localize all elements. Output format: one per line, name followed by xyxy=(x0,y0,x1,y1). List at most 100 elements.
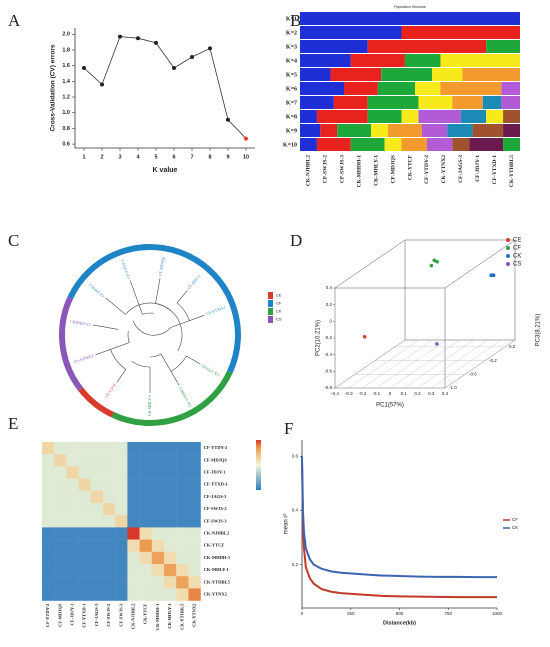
heat-cell xyxy=(139,478,152,491)
x-tick-label: 5 xyxy=(154,154,157,160)
tree-branch xyxy=(186,355,201,365)
structure-segment xyxy=(486,110,504,123)
heat-cell xyxy=(164,478,177,491)
heat-cell xyxy=(151,576,165,589)
floor-grid xyxy=(348,339,419,389)
structure-segment xyxy=(300,26,402,39)
sample-label: CF-MDJQS xyxy=(390,155,396,183)
tree-branch xyxy=(155,303,171,311)
heat-cell xyxy=(115,478,128,491)
sample-label: CK-NJHBL2 xyxy=(306,155,312,186)
structure-segment xyxy=(501,96,520,109)
structure-segment xyxy=(418,110,461,123)
panel-letter: A xyxy=(8,11,21,30)
heat-cell xyxy=(66,490,79,504)
heat-cell xyxy=(115,564,128,577)
heat-cell xyxy=(176,442,189,455)
heat-cell xyxy=(127,478,140,491)
heat-cell xyxy=(176,576,189,589)
colorbar xyxy=(256,440,261,490)
tree-branch xyxy=(176,302,190,321)
tree-branch xyxy=(125,302,183,352)
heat-cell xyxy=(164,503,177,516)
structure-segment xyxy=(333,96,368,109)
pc2-label: PC2(10.21%) xyxy=(316,320,322,356)
heat-cell xyxy=(42,478,55,491)
structure-segment xyxy=(415,82,441,95)
heat-cell xyxy=(90,478,104,491)
heat-cell xyxy=(42,576,55,589)
structure-segment xyxy=(367,96,419,109)
legend-dot xyxy=(506,254,510,258)
structure-segment xyxy=(472,124,504,137)
heat-cell xyxy=(66,527,79,540)
pc1-label: PC1(57%) xyxy=(376,403,404,409)
y-tick-label: 0.6 xyxy=(292,453,299,458)
heat-cell xyxy=(115,527,128,540)
heat-cell xyxy=(42,503,55,516)
tree-branch xyxy=(95,342,130,356)
x-tick-label: 9 xyxy=(226,154,229,160)
heat-cell xyxy=(151,588,165,601)
structure-segment xyxy=(300,12,520,25)
ld-line xyxy=(301,456,497,579)
heat-cell xyxy=(151,515,165,528)
floor-grid xyxy=(431,339,502,389)
structure-segment xyxy=(401,26,520,39)
leaf-label: CS-NJHBL2 xyxy=(73,353,94,365)
heat-cell xyxy=(115,442,128,455)
heat-cell xyxy=(151,490,165,504)
heat-cell xyxy=(54,503,67,516)
heat-cell xyxy=(139,576,152,589)
y-tick-label: 0.8 xyxy=(62,126,70,132)
structure-segment xyxy=(404,54,441,67)
heat-cell xyxy=(164,551,177,565)
structure-segment xyxy=(316,110,368,123)
heat-cell xyxy=(188,576,201,589)
structure-segment xyxy=(300,82,344,95)
pc2-tick-label: 0.4 xyxy=(326,285,333,290)
legend-swatch xyxy=(268,316,273,323)
y-axis-label: mean r² xyxy=(284,514,290,535)
floor-grid xyxy=(362,339,433,389)
x-tick-label: 10 xyxy=(243,154,249,160)
heat-cell xyxy=(42,527,55,540)
heat-cell xyxy=(115,454,128,467)
heat-cell xyxy=(151,454,165,467)
tree-branch xyxy=(149,353,162,358)
heat-cell xyxy=(90,539,104,552)
structure-segment xyxy=(486,40,520,53)
heat-cell xyxy=(127,515,140,528)
heat-cell xyxy=(151,564,165,577)
heat-cell xyxy=(115,466,128,479)
row-label: CF-SWJS-3 xyxy=(204,518,228,523)
panel-letter: F xyxy=(284,419,293,438)
sample-label: CF-YTDY-2 xyxy=(424,155,430,184)
floor-grid xyxy=(403,339,474,389)
heat-cell xyxy=(103,466,116,479)
leaf-label: CF-YTXD-1 xyxy=(205,305,226,317)
cv-point xyxy=(190,55,194,60)
group-arc xyxy=(111,370,233,426)
pc1-tick-label: -0.4 xyxy=(331,391,339,396)
row-label: CK-YTHBL5 xyxy=(204,579,231,584)
heat-cell xyxy=(151,478,165,491)
y-tick-label: 0.2 xyxy=(292,562,299,567)
tree-branch xyxy=(116,369,127,383)
heat-cell xyxy=(127,503,140,516)
pc2-tick-label: -0.6 xyxy=(324,369,332,374)
structure-segment xyxy=(300,138,317,151)
x-tick-label: 1000 xyxy=(492,611,503,616)
structure-segment xyxy=(350,138,385,151)
heat-cell xyxy=(127,490,140,504)
heat-cell xyxy=(78,527,91,540)
structure-segment xyxy=(452,138,470,151)
heat-cell xyxy=(127,564,140,577)
k-label: K=5 xyxy=(286,72,297,78)
x-tick-label: 750 xyxy=(444,611,452,616)
heat-cell xyxy=(164,454,177,467)
heat-cell xyxy=(127,527,140,540)
sample-label: CF-JDJY-1 xyxy=(475,155,481,182)
heat-cell xyxy=(66,466,79,479)
structure-segment xyxy=(344,82,378,95)
